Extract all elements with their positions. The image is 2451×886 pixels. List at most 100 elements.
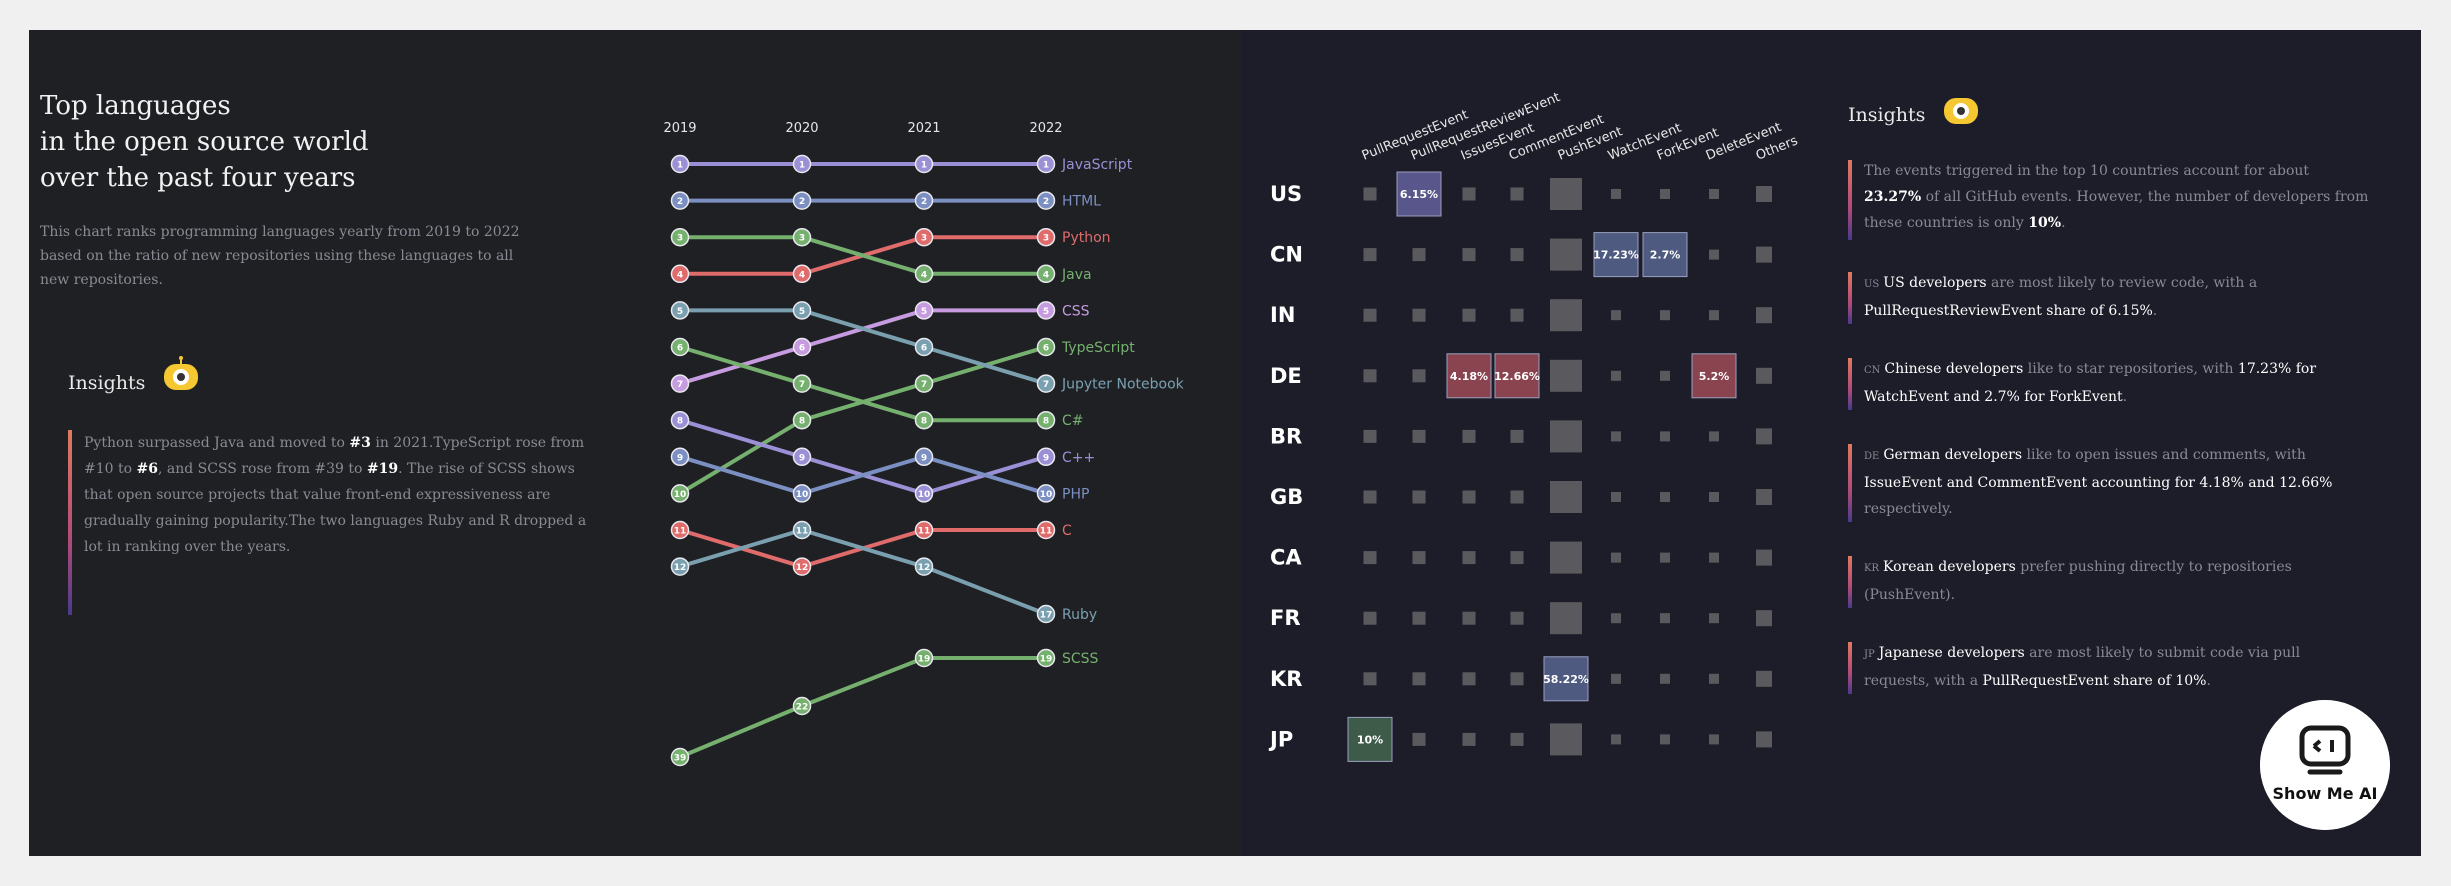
- insight-note: DE German developers like to open issues …: [1864, 442, 2424, 522]
- insights-accent-bar: [68, 430, 72, 615]
- heat-cell: [1709, 492, 1719, 502]
- rank-label: 10: [796, 490, 809, 500]
- heat-cell: [1709, 310, 1719, 321]
- series-name-label: Python: [1062, 230, 1111, 246]
- heat-cell: [1756, 246, 1772, 263]
- text-line: these countries is only 10%.: [1864, 210, 2424, 236]
- heat-cell: [1709, 431, 1719, 442]
- heat-cell: [1412, 732, 1426, 746]
- text-line: respectively.: [1864, 496, 2424, 522]
- rank-label: 5: [921, 307, 927, 317]
- rank-label: 9: [677, 453, 683, 463]
- text-segment: IssueEvent and CommentEvent accounting f…: [1864, 475, 2333, 491]
- heat-cell: [1756, 549, 1772, 566]
- heat-cell: [1660, 552, 1670, 563]
- rank-label: 7: [921, 380, 927, 390]
- heat-cell: [1660, 673, 1670, 684]
- rank-point: [914, 264, 934, 284]
- text-line: requests, with a PullRequestEvent share …: [1864, 668, 2424, 694]
- heat-cell: [1756, 307, 1772, 324]
- heat-cell: [1660, 734, 1670, 745]
- heat-cell: [1510, 308, 1524, 322]
- heat-cell: [1611, 734, 1621, 745]
- heat-cell: [1412, 429, 1426, 443]
- text-segment: Japanese developers: [1878, 645, 2025, 661]
- note-accent-bar: [1848, 444, 1852, 522]
- heat-cell-highlight: [1396, 171, 1442, 217]
- heat-cell: [1412, 672, 1426, 686]
- rank-label: 4: [677, 270, 683, 280]
- heat-cell: [1363, 248, 1377, 262]
- rank-point: [670, 154, 690, 174]
- year-label: 2022: [1029, 121, 1062, 136]
- heat-cell: [1412, 308, 1426, 322]
- heat-cell: [1412, 551, 1426, 565]
- heat-cell: [1462, 672, 1476, 686]
- rank-label: 8: [1043, 417, 1049, 427]
- description-line: new repositories.: [40, 272, 163, 288]
- rank-label: 10: [674, 490, 687, 500]
- heat-cell: [1550, 541, 1582, 574]
- description-line: based on the ratio of new repositories u…: [40, 248, 514, 264]
- heat-cell: [1756, 610, 1772, 627]
- rank-label: 3: [1043, 234, 1049, 244]
- rank-point: [1036, 154, 1056, 174]
- robot-mascot-icon: [1944, 98, 1978, 124]
- text-line: gradually gaining popularity.The two lan…: [84, 508, 644, 534]
- insights-text-left: Python surpassed Java and moved to #3 in…: [84, 430, 644, 560]
- country-label: FR: [1270, 606, 1301, 630]
- year-label: 2020: [785, 121, 818, 136]
- heat-cell-highlight: [1691, 353, 1737, 399]
- heat-cell-label: 6.15%: [1400, 188, 1438, 201]
- rank-point: [914, 410, 934, 430]
- rank-label: 1: [677, 161, 683, 171]
- rank-label: 7: [677, 380, 683, 390]
- rank-label: 3: [799, 234, 805, 244]
- rank-label: 3: [921, 234, 927, 244]
- rank-point: [792, 447, 812, 467]
- rank-point: [792, 154, 812, 174]
- rank-point: [792, 191, 812, 210]
- rank-label: 9: [921, 453, 927, 463]
- heat-cell-highlight: [1446, 353, 1492, 399]
- rank-point: [1036, 648, 1056, 668]
- heat-cell: [1462, 187, 1476, 201]
- heat-cell: [1756, 489, 1772, 505]
- heat-cell: [1611, 431, 1621, 442]
- rank-label: 8: [799, 417, 805, 427]
- series-name-label: Jupyter Notebook: [1061, 377, 1185, 393]
- text-line: DE German developers like to open issues …: [1864, 442, 2424, 470]
- heat-cell: [1510, 490, 1524, 504]
- rank-point: [670, 227, 690, 247]
- country-label: IN: [1270, 303, 1295, 327]
- heat-cell: [1550, 359, 1582, 392]
- text-segment: are most likely to review code, with a: [1986, 275, 2258, 291]
- insight-note: CN Chinese developers like to star reposi…: [1864, 356, 2424, 410]
- heat-cell: [1660, 310, 1670, 321]
- text-line: Python surpassed Java and moved to #3 in…: [84, 430, 644, 456]
- rank-point: [670, 484, 690, 503]
- year-label: 2021: [907, 121, 940, 136]
- heat-cell-highlight: [1593, 232, 1639, 278]
- heat-cell: [1363, 672, 1377, 686]
- rank-point: [670, 557, 690, 576]
- rank-point: [914, 484, 934, 503]
- insight-note: The events triggered in the top 10 count…: [1864, 158, 2424, 236]
- heat-cell-label: 17.23%: [1593, 249, 1639, 262]
- text-segment: (PushEvent).: [1864, 587, 1956, 603]
- rank-point: [792, 410, 812, 430]
- country-code: KR: [1864, 563, 1879, 574]
- rank-label: 4: [799, 270, 805, 280]
- text-line: #10 to #6, and SCSS rose from #39 to #19…: [84, 456, 644, 482]
- heat-cell-label: 2.7%: [1650, 249, 1681, 262]
- text-segment: like to star repositories, with: [2023, 361, 2238, 377]
- heat-cell: [1611, 613, 1621, 624]
- rank-label: 6: [799, 344, 805, 354]
- rank-point: [670, 374, 690, 393]
- heat-cell-label: 4.18%: [1450, 370, 1488, 383]
- series-line: [679, 656, 1046, 759]
- insights-heading-right: Insights: [1848, 104, 1926, 126]
- rank-label: 11: [1040, 527, 1053, 537]
- heat-cell: [1363, 551, 1377, 565]
- heat-cell: [1611, 673, 1621, 684]
